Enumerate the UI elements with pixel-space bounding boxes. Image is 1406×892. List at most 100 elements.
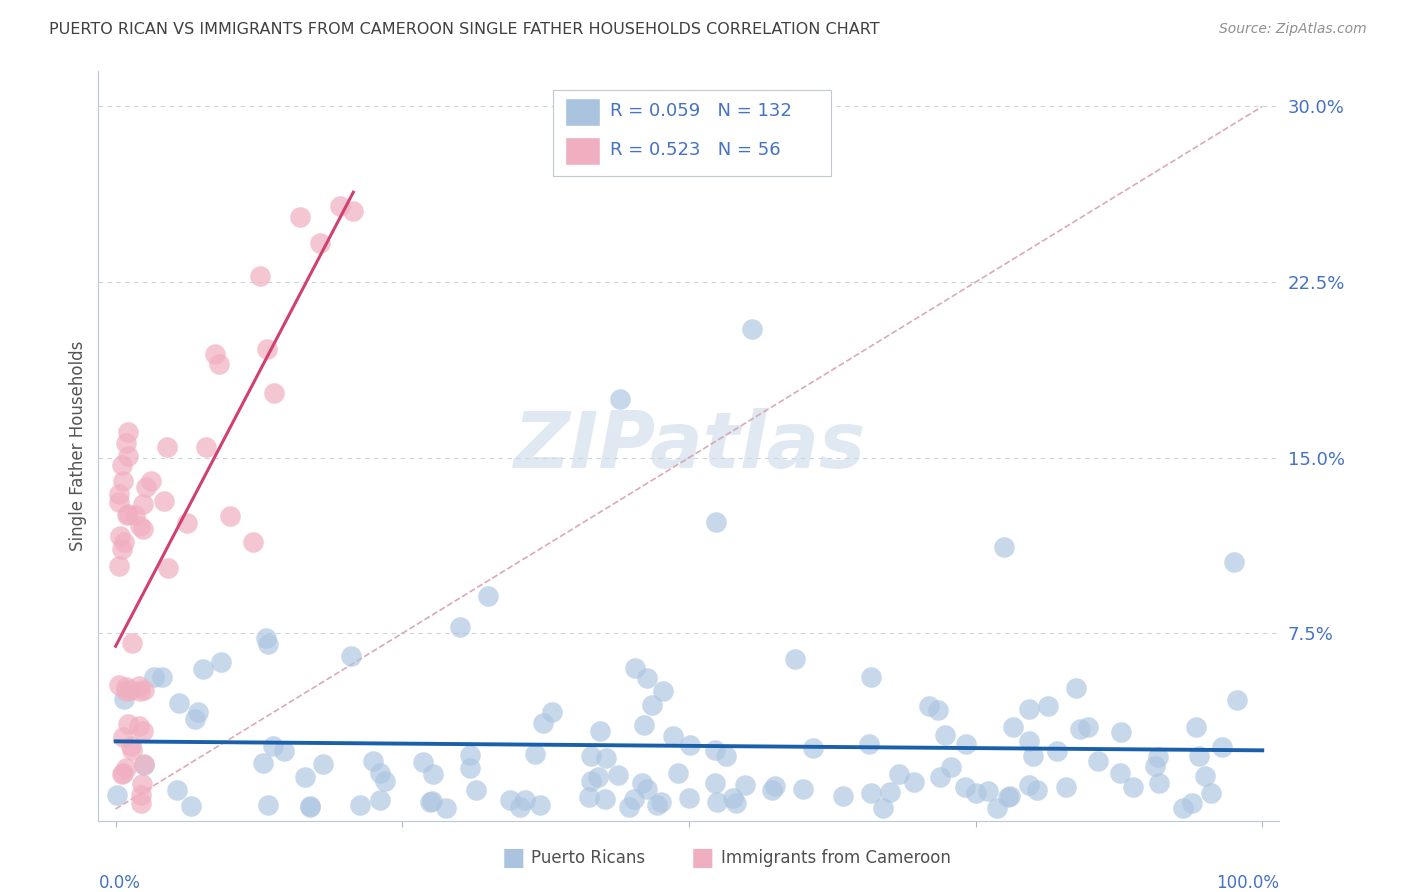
Text: Puerto Ricans: Puerto Ricans: [531, 849, 645, 867]
Point: [1018, 778, 1040, 792]
Point: [1181, 797, 1204, 811]
Point: [219, 509, 242, 524]
Point: [645, 798, 668, 813]
Text: 0.0%: 0.0%: [98, 874, 141, 892]
Point: [1046, 744, 1069, 758]
Point: [311, 757, 333, 772]
Point: [524, 747, 547, 761]
Point: [678, 791, 700, 805]
Point: [208, 357, 231, 371]
Point: [706, 795, 728, 809]
Point: [156, 560, 179, 574]
Point: [872, 801, 894, 815]
Point: [586, 770, 609, 784]
Point: [141, 474, 163, 488]
Point: [927, 702, 949, 716]
Text: 100.0%: 100.0%: [1216, 874, 1279, 892]
Point: [339, 648, 361, 663]
Point: [112, 474, 135, 488]
Point: [252, 756, 274, 771]
Point: [1143, 759, 1166, 773]
Point: [761, 783, 783, 797]
Point: [595, 751, 617, 765]
Point: [108, 678, 131, 692]
Point: [112, 535, 135, 549]
Point: [249, 269, 271, 284]
Point: [858, 737, 880, 751]
Point: [976, 784, 998, 798]
Point: [108, 529, 131, 543]
Point: [1108, 765, 1130, 780]
Point: [1226, 692, 1249, 706]
Point: [1066, 681, 1088, 696]
Point: [120, 739, 142, 753]
Point: [273, 744, 295, 758]
Text: R = 0.523   N = 56: R = 0.523 N = 56: [610, 141, 780, 159]
Point: [581, 774, 603, 789]
Point: [111, 767, 134, 781]
Point: [117, 507, 139, 521]
Point: [955, 780, 977, 794]
Point: [531, 715, 554, 730]
Point: [721, 791, 744, 805]
Point: [1077, 720, 1099, 734]
Point: [1109, 724, 1132, 739]
Point: [1184, 720, 1206, 734]
Point: [449, 620, 471, 634]
Point: [412, 756, 434, 770]
Point: [111, 542, 134, 557]
Point: [1173, 800, 1195, 814]
Point: [955, 737, 977, 751]
Text: PUERTO RICAN VS IMMIGRANTS FROM CAMEROON SINGLE FATHER HOUSEHOLDS CORRELATION CH: PUERTO RICAN VS IMMIGRANTS FROM CAMEROON…: [49, 22, 880, 37]
Point: [184, 712, 207, 726]
Point: [578, 790, 600, 805]
Point: [619, 799, 641, 814]
Point: [993, 540, 1015, 554]
Point: [121, 635, 143, 649]
Point: [509, 800, 531, 814]
Point: [1211, 740, 1233, 755]
Point: [1069, 722, 1091, 736]
Point: [128, 679, 150, 693]
Point: [986, 800, 1008, 814]
Point: [204, 347, 226, 361]
Text: R = 0.059   N = 132: R = 0.059 N = 132: [610, 102, 792, 120]
Point: [187, 706, 209, 720]
Point: [859, 786, 882, 800]
Point: [650, 796, 672, 810]
Point: [166, 783, 188, 797]
Point: [156, 440, 179, 454]
Point: [132, 497, 155, 511]
Point: [1147, 775, 1170, 789]
Text: ■: ■: [692, 847, 714, 870]
Point: [342, 204, 364, 219]
Point: [420, 794, 443, 808]
Point: [361, 754, 384, 768]
Point: [934, 728, 956, 742]
Point: [108, 487, 131, 501]
Point: [374, 773, 396, 788]
Point: [703, 742, 725, 756]
Point: [593, 791, 616, 805]
Point: [464, 783, 486, 797]
Point: [108, 559, 131, 574]
Point: [633, 718, 655, 732]
Point: [117, 717, 139, 731]
Point: [115, 508, 138, 522]
Point: [631, 776, 654, 790]
Point: [918, 698, 941, 713]
Point: [623, 792, 645, 806]
Point: [111, 458, 134, 472]
Point: [998, 789, 1021, 803]
Point: [609, 392, 631, 407]
Point: [716, 748, 738, 763]
Point: [132, 683, 155, 698]
Point: [111, 730, 134, 744]
Bar: [565, 136, 600, 165]
Point: [1087, 754, 1109, 768]
Point: [458, 761, 481, 775]
Point: [298, 798, 321, 813]
Point: [529, 797, 551, 812]
Point: [785, 652, 807, 666]
Point: [1022, 748, 1045, 763]
